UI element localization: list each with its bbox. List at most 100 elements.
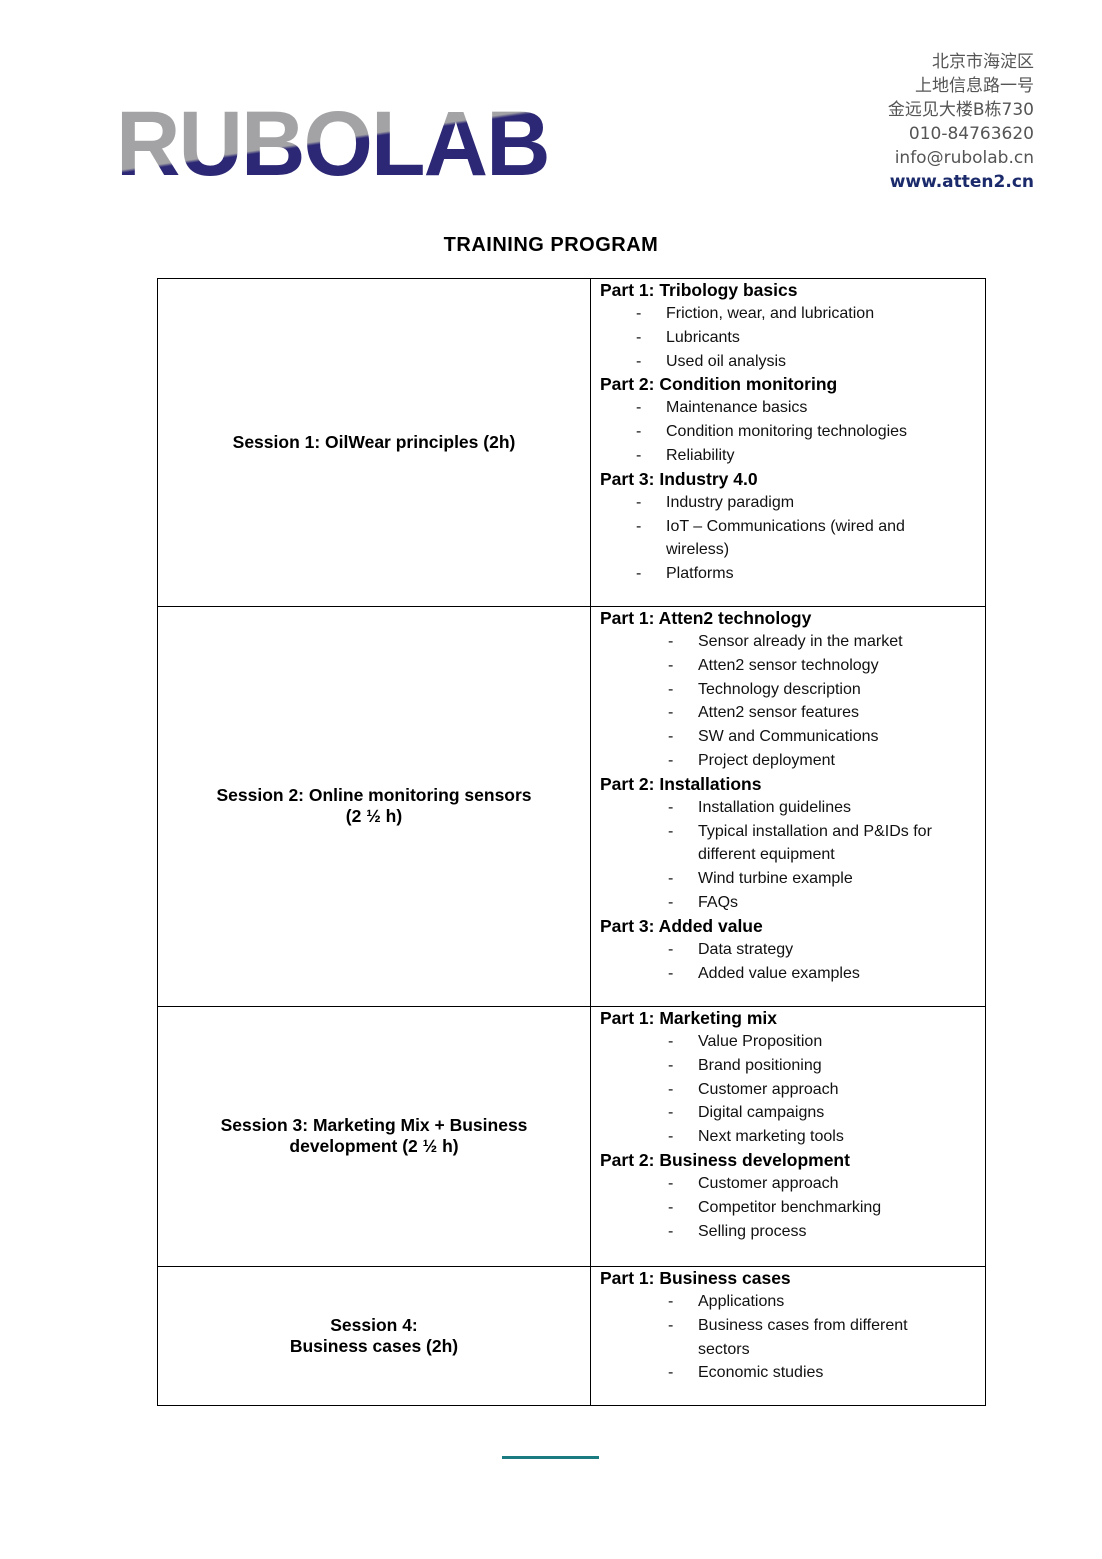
list-item: - Sensor already in the market xyxy=(600,630,985,654)
list-item-text: Applications xyxy=(698,1292,785,1310)
part-heading: Part 1: Tribology basics xyxy=(600,280,798,300)
bullet-dash: - xyxy=(668,1104,674,1122)
session-title-line: development (2 ½ h) xyxy=(289,1136,459,1157)
part-heading: Part 1: Business cases xyxy=(600,1267,791,1288)
list-item-text: Project deployment xyxy=(698,751,835,769)
bullet-dash: - xyxy=(636,423,642,441)
bullet-dash: - xyxy=(636,446,642,464)
list-item: - Digital campaigns xyxy=(600,1101,985,1125)
bullet-dash: - xyxy=(668,728,674,746)
list-item: - Maintenance basics xyxy=(600,396,985,420)
list-item-text: Platforms xyxy=(666,565,734,583)
list-item: - Value Proposition xyxy=(600,1030,985,1054)
bullet-dash: - xyxy=(668,1222,674,1240)
list-item-text: Maintenance basics xyxy=(666,399,808,417)
footer-divider xyxy=(502,1456,599,1459)
list-item-text: Next marketing tools xyxy=(698,1128,844,1146)
bullet-dash: - xyxy=(668,822,674,840)
list-item: - Added value examples xyxy=(600,962,985,986)
bullet-dash: - xyxy=(668,680,674,698)
list-item-text: Installation guidelines xyxy=(698,798,851,816)
part-heading: Part 2: Condition monitoring xyxy=(600,374,838,395)
list-item: - IoT – Communications (wired and wireles… xyxy=(600,515,985,563)
session-title-line: Business cases (2h) xyxy=(289,1336,459,1357)
bullet-dash: - xyxy=(668,1292,674,1310)
bullet-dash: - xyxy=(668,1128,674,1146)
list-item: - Next marketing tools xyxy=(600,1125,985,1149)
contact-address: 北京市海淀区 上地信息路一号 金远见大楼B栋730 010-84763620 i… xyxy=(888,50,1034,194)
part-heading: Part 2: Business development xyxy=(600,1149,850,1170)
list-item: - Platforms xyxy=(600,562,985,586)
list-item-text: Added value examples xyxy=(698,964,860,982)
website-link[interactable]: www.atten2.cn xyxy=(889,172,1034,192)
session-title-line: Session 4: xyxy=(330,1315,418,1336)
bullet-dash: - xyxy=(636,399,642,417)
phone-number: 010-84763620 xyxy=(908,124,1034,144)
part-heading: Part 3: Added value xyxy=(600,915,763,936)
bullet-dash: - xyxy=(668,1316,674,1334)
list-item: - Industry paradigm xyxy=(600,491,985,515)
list-item: - Friction, wear, and lubrication xyxy=(600,302,985,326)
list-item: - Brand positioning xyxy=(600,1054,985,1078)
list-item-text: SW and Communications xyxy=(698,728,879,746)
list-item-text: Digital campaigns xyxy=(698,1104,825,1122)
list-item-text: Technology description xyxy=(698,680,861,698)
bullet-dash: - xyxy=(636,517,642,535)
session-row: Session 3: Marketing Mix + Business devel… xyxy=(157,1005,986,1267)
bullet-dash: - xyxy=(668,1032,674,1050)
session-parts-cell: Part 1: Business cases - Applications - Busi… xyxy=(590,1265,986,1407)
list-item-text: Business cases from different sectors xyxy=(698,1316,908,1358)
bullet-dash: - xyxy=(668,940,674,958)
list-item-text: Condition monitoring technologies xyxy=(666,423,908,441)
list-item: - Atten2 sensor features xyxy=(600,701,985,725)
address-line: 金远见大楼B栋730 xyxy=(887,100,1034,120)
list-item-text: Selling process xyxy=(698,1222,807,1240)
bullet-dash: - xyxy=(668,964,674,982)
list-item-text: Atten2 sensor features xyxy=(698,704,859,722)
session-title-line: Session 1: OilWear principles (2h) xyxy=(232,431,516,452)
part-heading: Part 3: Industry 4.0 xyxy=(600,468,758,489)
list-item: - Wind turbine example xyxy=(600,867,985,891)
list-item: - Atten2 sensor technology xyxy=(600,654,985,678)
bullet-dash: - xyxy=(668,632,674,650)
address-line: 上地信息路一号 xyxy=(915,76,1034,96)
bullet-dash: - xyxy=(636,328,642,346)
list-item-text: Used oil analysis xyxy=(666,352,787,370)
list-item-text: Customer approach xyxy=(698,1174,839,1192)
list-item: - SW and Communications xyxy=(600,725,985,749)
session-title-cell: Session 3: Marketing Mix + Business devel… xyxy=(157,1005,591,1267)
session-title-cell: Session 1: OilWear principles (2h) xyxy=(157,278,591,607)
bullet-dash: - xyxy=(668,893,674,911)
list-item-text: Customer approach xyxy=(698,1080,839,1098)
bullet-dash: - xyxy=(668,1364,674,1382)
list-item: - Reliability xyxy=(600,444,985,468)
bullet-dash: - xyxy=(668,751,674,769)
session-title-line: Session 2: Online monitoring sensors xyxy=(216,785,532,806)
rubolab-logo: RUBOLAB xyxy=(116,93,551,195)
list-item-text: Brand positioning xyxy=(698,1056,822,1074)
list-item: - Selling process xyxy=(600,1220,985,1244)
list-item: - Economic studies xyxy=(600,1361,985,1385)
list-item-text: Typical installation and P&IDs for diffe… xyxy=(698,822,932,864)
list-item: - Installation guidelines xyxy=(600,796,985,820)
bullet-dash: - xyxy=(636,565,642,583)
bullet-dash: - xyxy=(668,656,674,674)
bullet-dash: - xyxy=(636,352,642,370)
list-item-text: Wind turbine example xyxy=(698,870,853,888)
list-item-text: Sensor already in the market xyxy=(698,632,903,650)
list-item-text: Industry paradigm xyxy=(666,493,795,511)
email-link[interactable]: info@rubolab.cn xyxy=(894,148,1034,168)
session-title-line: Session 3: Marketing Mix + Business xyxy=(220,1115,528,1136)
page-title: TRAINING PROGRAM xyxy=(443,234,659,256)
bullet-dash: - xyxy=(668,1198,674,1216)
list-item: - FAQs xyxy=(600,891,985,915)
list-item-text: Atten2 sensor technology xyxy=(698,656,879,674)
session-row: Session 1: OilWear principles (2h) Part 1… xyxy=(157,278,986,607)
session-row: Session 4: Business cases (2h) Part 1: Bus… xyxy=(157,1265,986,1407)
list-item-text: Competitor benchmarking xyxy=(698,1198,882,1216)
list-item: - Customer approach xyxy=(600,1172,985,1196)
session-parts-cell: Part 1: Marketing mix - Value Proposition -… xyxy=(590,1005,986,1267)
part-heading: Part 1: Marketing mix xyxy=(600,1007,777,1028)
list-item: - Applications xyxy=(600,1290,985,1314)
bullet-dash: - xyxy=(636,493,642,511)
